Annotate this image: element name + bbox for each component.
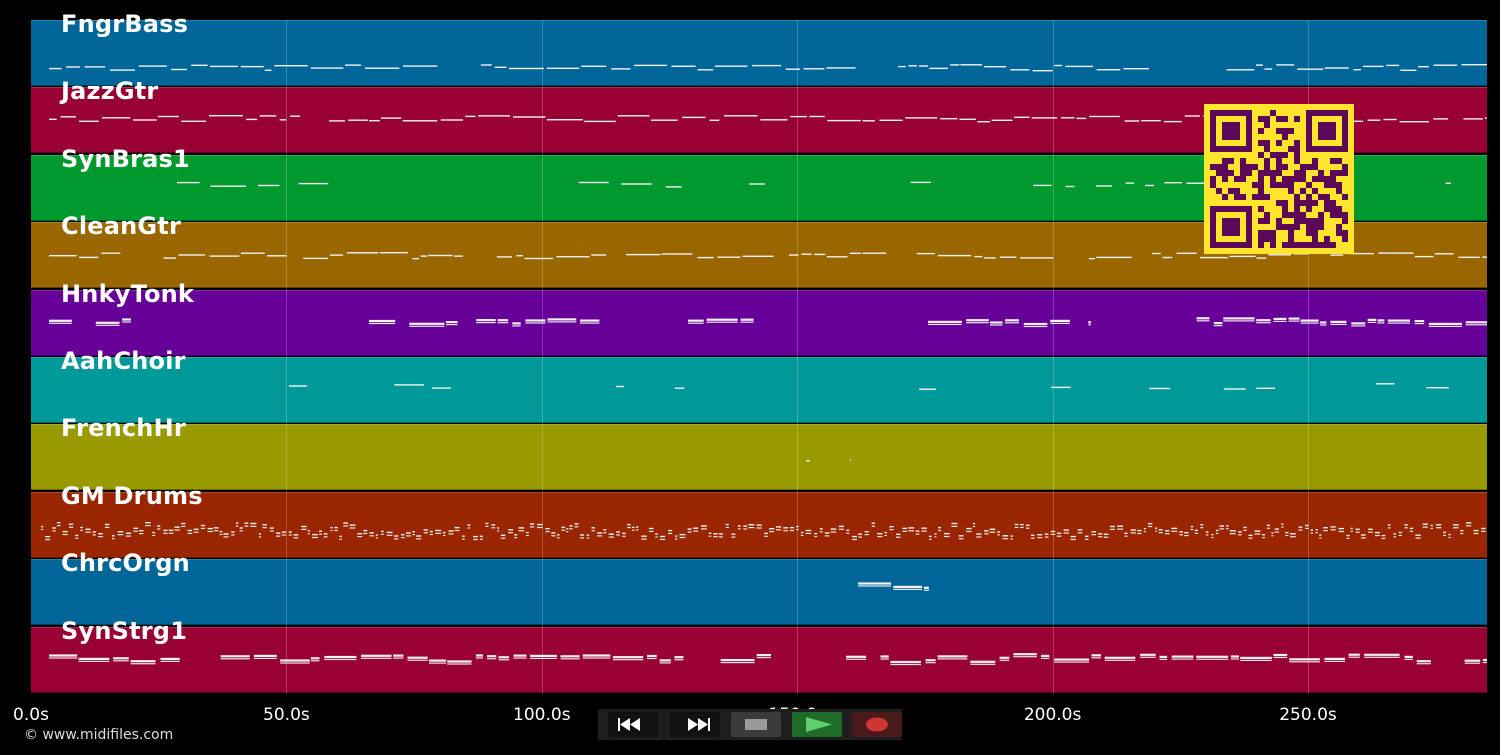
note-pattern xyxy=(289,383,1449,390)
time-tick-label: 200.0s xyxy=(1023,705,1082,725)
track-lane[interactable]: HnkyTonk xyxy=(31,280,1487,356)
rewind-button[interactable] xyxy=(608,712,658,737)
note-pattern xyxy=(41,521,1486,540)
track-lane[interactable]: FrenchHr xyxy=(31,414,1487,491)
track-lanes: FngrBass JazzGtr SynBras1 CleanGtr HnkyTonk A… xyxy=(31,10,1487,694)
track-name: FrenchHr xyxy=(61,414,186,443)
record-icon xyxy=(866,717,888,732)
note-pattern xyxy=(858,582,929,592)
time-tick-label: 100.0s xyxy=(513,705,571,725)
track-lane[interactable]: SynStrg1 xyxy=(31,617,1487,693)
stop-icon xyxy=(745,719,767,730)
note-pattern xyxy=(49,316,1487,327)
track-name: AahChoir xyxy=(61,347,186,375)
fast-forward-button[interactable] xyxy=(670,712,720,737)
qr-code xyxy=(1204,104,1354,254)
note-pattern xyxy=(49,652,1487,665)
play-icon xyxy=(806,717,832,732)
track-name: CleanGtr xyxy=(61,212,182,241)
note-pattern xyxy=(806,459,851,462)
track-name: HnkyTonk xyxy=(61,279,195,308)
track-name: GM Drums xyxy=(61,481,203,510)
copyright-text: © www.midifiles.com xyxy=(24,727,174,743)
track-lane[interactable]: FngrBass xyxy=(31,10,1487,86)
time-tick-label: 0.0s xyxy=(13,705,49,725)
track-name: SynBras1 xyxy=(61,144,190,173)
track-name: SynStrg1 xyxy=(61,616,188,645)
transport-bar xyxy=(598,709,902,740)
track-lane[interactable]: AahChoir xyxy=(31,347,1487,423)
stop-button[interactable] xyxy=(731,712,781,737)
time-tick-label: 250.0s xyxy=(1279,705,1337,725)
track-name: ChrcOrgn xyxy=(61,549,190,578)
time-tick-label: 50.0s xyxy=(263,705,310,725)
record-button[interactable] xyxy=(852,712,902,737)
track-name: JazzGtr xyxy=(61,77,159,106)
note-pattern xyxy=(49,64,1487,72)
track-name: FngrBass xyxy=(61,10,189,38)
play-button[interactable] xyxy=(792,712,842,737)
fast-forward-icon xyxy=(688,718,710,731)
track-lane[interactable]: GM Drums xyxy=(31,482,1487,558)
track-lane[interactable]: ChrcOrgn xyxy=(31,549,1487,626)
rewind-icon xyxy=(618,718,640,731)
